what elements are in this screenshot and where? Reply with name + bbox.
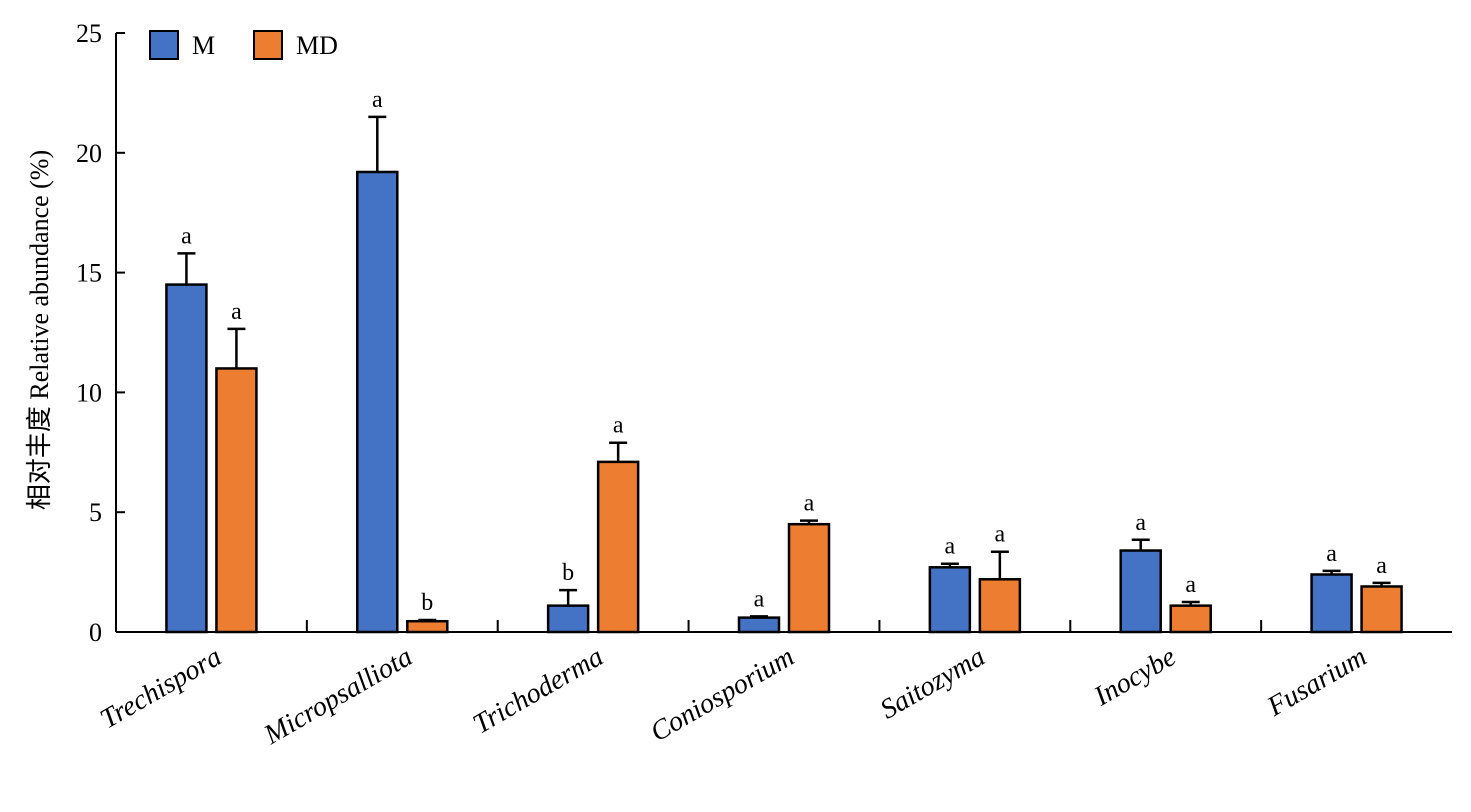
y-axis: 0 5 10 15 20 25 — [76, 19, 125, 647]
bar-m-trichoderma — [546, 604, 590, 634]
bar-md-fusarium — [1360, 585, 1403, 634]
y-tick-label: 20 — [76, 139, 102, 168]
significance-label: a — [613, 413, 624, 439]
category-label: Fusarium — [1261, 641, 1372, 723]
y-tick-label: 0 — [89, 618, 102, 647]
x-axis: Trechispora Micropsalliota Trichoderma Coni… — [95, 620, 1452, 751]
significance-label: a — [1376, 553, 1387, 579]
significance-label: a — [945, 534, 956, 560]
bar-md-micropsalliota — [406, 619, 449, 634]
y-tick-label: 10 — [76, 378, 102, 407]
significance-label: a — [372, 87, 383, 113]
y-axis-title: 相对丰度 Relative abundance (%) — [25, 150, 54, 510]
significance-label: a — [1185, 572, 1196, 598]
bar-m-inocybe — [1119, 549, 1162, 634]
y-tick-label: 15 — [76, 259, 102, 288]
category-label: Micropsalliota — [258, 641, 418, 751]
bar-md-trechispora — [215, 367, 258, 634]
significance-label: b — [421, 590, 433, 616]
legend-label-m: M — [192, 31, 215, 60]
legend-label-md: MD — [296, 31, 338, 60]
bar-m-fusarium — [1310, 573, 1353, 634]
bar-md-inocybe — [1169, 604, 1212, 634]
category-label: Inocybe — [1088, 641, 1181, 713]
category-label: Coniosporium — [645, 641, 799, 748]
legend: M MD — [149, 30, 338, 60]
bar-md-saitozyma — [978, 578, 1022, 634]
bar-m-saitozyma — [928, 566, 972, 634]
category-label: Trechispora — [95, 641, 227, 735]
significance-label: a — [804, 491, 815, 517]
bar-m-coniosporium — [737, 616, 781, 634]
y-tick-label: 5 — [89, 498, 102, 527]
significance-label: a — [231, 299, 242, 325]
category-label: Saitozyma — [875, 641, 990, 725]
significance-label: a — [181, 223, 192, 249]
category-label: Trichoderma — [468, 641, 609, 740]
significance-label: b — [562, 560, 574, 586]
y-tick-label: 25 — [76, 19, 102, 48]
bar-m-micropsalliota — [356, 170, 399, 634]
significance-label: a — [995, 522, 1006, 548]
legend-swatch-m — [149, 30, 179, 60]
bar-md-trichoderma — [596, 460, 640, 634]
plot-area: a a a b b a a a a a a a a a — [165, 87, 1403, 634]
significance-label: a — [1326, 541, 1337, 567]
bar-m-trechispora — [165, 283, 208, 634]
legend-swatch-md — [253, 30, 283, 60]
significance-label: a — [1135, 510, 1146, 536]
bar-md-coniosporium — [787, 522, 831, 634]
significance-label: a — [754, 586, 765, 612]
